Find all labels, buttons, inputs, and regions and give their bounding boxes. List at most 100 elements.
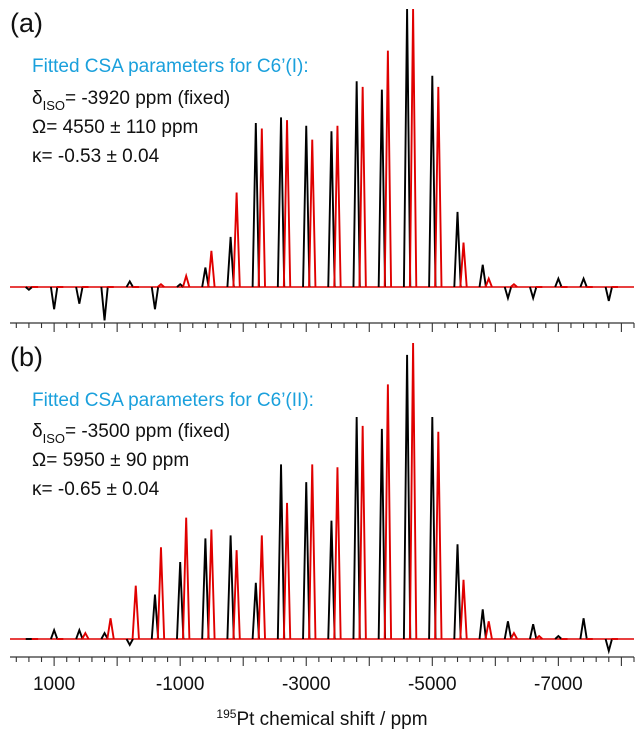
experimental-peak (302, 482, 311, 640)
experimental-peak (352, 416, 361, 640)
fitted-peak (509, 631, 518, 640)
experimental-peak (49, 286, 59, 310)
x-tick-labels: 1000 -1000 -3000 -5000 -7000 (33, 674, 583, 695)
experimental-peak (251, 122, 260, 288)
experimental-peak (100, 631, 109, 640)
experimental-series (25, 354, 613, 655)
fitted-peak (333, 467, 342, 640)
experimental-peak (276, 464, 286, 640)
experimental-peak (428, 416, 437, 640)
experimental-peak (554, 276, 563, 288)
fitted-peak (232, 550, 241, 640)
experimental-peak (276, 117, 286, 288)
experimental-peak (453, 211, 462, 288)
experimental-peak (176, 562, 185, 640)
fitted-peak (459, 579, 468, 640)
fitted-peak (282, 120, 292, 288)
experimental-peak (402, 8, 412, 288)
x-tick-label: -1000 (156, 674, 205, 695)
experimental-peak (428, 75, 437, 288)
x-axis-title-text: Pt chemical shift / ppm (236, 709, 427, 730)
panel-b-kappa: κ= -0.65 ± 0.04 (32, 479, 160, 500)
fitted-peak (383, 384, 393, 640)
panel-a-delta-iso: δISO= -3920 ppm (fixed) (32, 88, 230, 113)
x-tick-label: -3000 (282, 674, 331, 695)
fitted-peak (257, 535, 266, 640)
x-tick-label: 1000 (33, 674, 75, 695)
panel-b-plot (10, 342, 634, 655)
fitted-series (31, 342, 618, 640)
fitted-peak (81, 631, 90, 640)
fitted-peak (157, 282, 165, 288)
experimental-peak (478, 609, 487, 640)
experimental-peak (75, 627, 84, 640)
experimental-peak (25, 286, 33, 292)
experimental-peak (75, 286, 84, 304)
panel-b-omega: Ω= 5950 ± 90 ppm (32, 450, 189, 471)
fitted-peak (257, 128, 266, 288)
experimental-peak (150, 594, 160, 640)
fitted-peak (282, 502, 292, 640)
panel-a-delta-subscript: ISO (43, 98, 65, 113)
experimental-peak (554, 634, 563, 640)
fitted-peak (484, 276, 493, 288)
fitted-peak (408, 8, 418, 288)
experimental-peak (579, 276, 588, 288)
panel-a-fit-title: Fitted CSA parameters for C6’(I): (32, 56, 309, 77)
experimental-peak (327, 520, 336, 640)
panel-a-label: (a) (10, 8, 43, 38)
experimental-peak (377, 428, 387, 640)
panel-a-delta-value: = -3920 ppm (fixed) (65, 88, 230, 109)
panel-b-delta-iso: δISO= -3500 ppm (fixed) (32, 421, 230, 446)
fitted-peak (484, 621, 493, 640)
experimental-peak (201, 267, 210, 288)
panel-a-omega: Ω= 4550 ± 110 ppm (32, 117, 198, 138)
fitted-peak (535, 634, 543, 640)
fitted-peak (182, 517, 191, 640)
panel-b-delta-symbol: δ (32, 421, 43, 442)
fitted-peak (207, 529, 216, 640)
experimental-peak (453, 544, 462, 640)
fitted-peak (408, 342, 418, 640)
experimental-peak (503, 621, 513, 640)
experimental-peak (327, 131, 336, 288)
experimental-peak (50, 627, 59, 640)
experimental-peak (604, 638, 613, 655)
experimental-peak (529, 623, 538, 640)
panel-a-tick-ruler (10, 322, 635, 332)
experimental-peak (352, 81, 361, 288)
fitted-peak (308, 464, 317, 640)
panel-b-delta-value: = -3500 ppm (fixed) (65, 421, 230, 442)
panel-a: (a) Fitted CSA parameters for C6’(I): δI… (10, 8, 635, 332)
experimental-peak (503, 286, 513, 302)
fitted-peak (308, 139, 317, 288)
experimental-peak (604, 286, 613, 302)
experimental-peak (125, 279, 134, 288)
experimental-peak (478, 264, 487, 288)
experimental-peak (150, 286, 160, 310)
x-tick-label: -5000 (408, 674, 457, 695)
experimental-peak (251, 582, 260, 640)
experimental-peak (402, 354, 412, 640)
experimental-peak (226, 535, 235, 640)
x-axis-title: 195Pt chemical shift / ppm (216, 707, 427, 730)
experimental-peak (226, 236, 235, 288)
panel-b: (b) Fitted CSA parameters for C6’(II): δ… (10, 342, 635, 666)
fitted-peak (459, 242, 468, 288)
panel-b-fit-title: Fitted CSA parameters for C6’(II): (32, 390, 314, 411)
experimental-peak (201, 538, 210, 640)
panel-b-delta-subscript: ISO (43, 431, 65, 446)
panel-b-x-axis (10, 656, 635, 666)
x-axis-title-isotope: 195 (216, 707, 236, 721)
fitted-peak (131, 585, 140, 640)
experimental-peak (529, 286, 538, 302)
fitted-peak (434, 86, 443, 288)
fitted-peak (510, 282, 518, 288)
fitted-peak (106, 618, 115, 640)
x-tick-label: -7000 (534, 674, 583, 695)
panel-a-delta-symbol: δ (32, 88, 43, 109)
fitted-peak (383, 50, 393, 288)
fitted-peak (182, 272, 191, 288)
fitted-peak (156, 547, 166, 640)
